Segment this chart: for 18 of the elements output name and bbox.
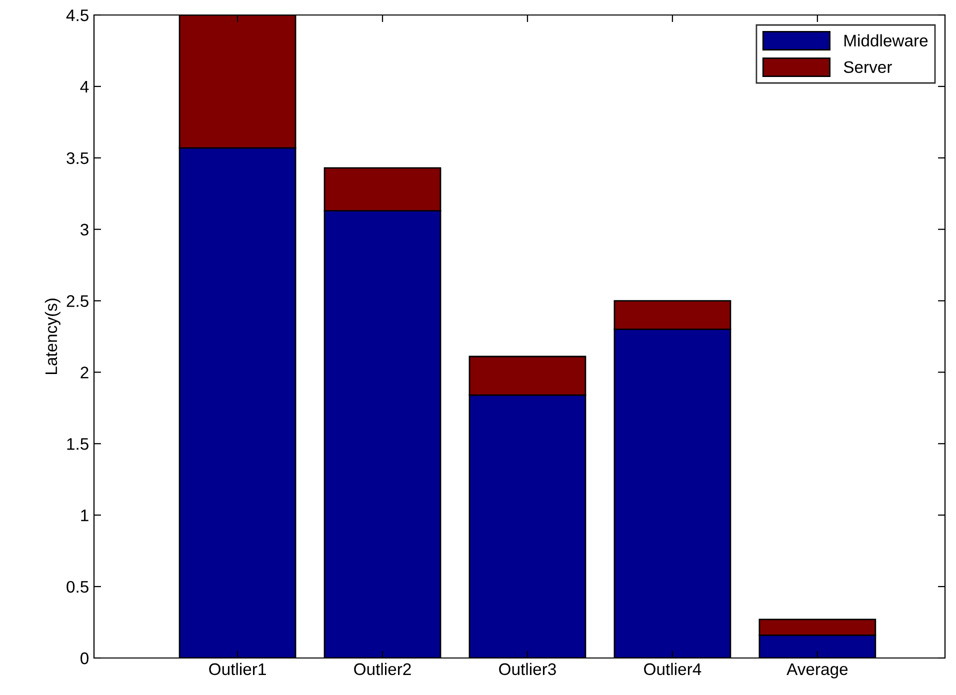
legend-label: Middleware: [844, 34, 928, 46]
y-tick-label: 4: [80, 81, 89, 92]
y-tick-label: 2: [80, 366, 88, 378]
x-tick-label: Outlier3: [499, 662, 556, 676]
x-tick-label: Average: [786, 663, 848, 678]
x-tick-label: Outlier4: [644, 662, 702, 676]
x-tick-label: Outlier1: [209, 662, 266, 676]
y-tick-label: 3.5: [66, 152, 88, 164]
y-tick-label: 3: [80, 224, 88, 236]
y-tick-label: 2.5: [66, 295, 88, 307]
y-tick-label: 1: [81, 510, 88, 522]
y-tick-label: 0.5: [66, 580, 88, 593]
legend-label: Server: [844, 61, 892, 73]
y-axis-title: Latency(s): [44, 298, 60, 374]
x-tick-label: Outlier2: [354, 662, 411, 676]
y-tick-label: 4.5: [66, 10, 88, 22]
y-tick-label: 1.5: [67, 438, 88, 450]
y-tick-label: 0: [80, 652, 88, 664]
